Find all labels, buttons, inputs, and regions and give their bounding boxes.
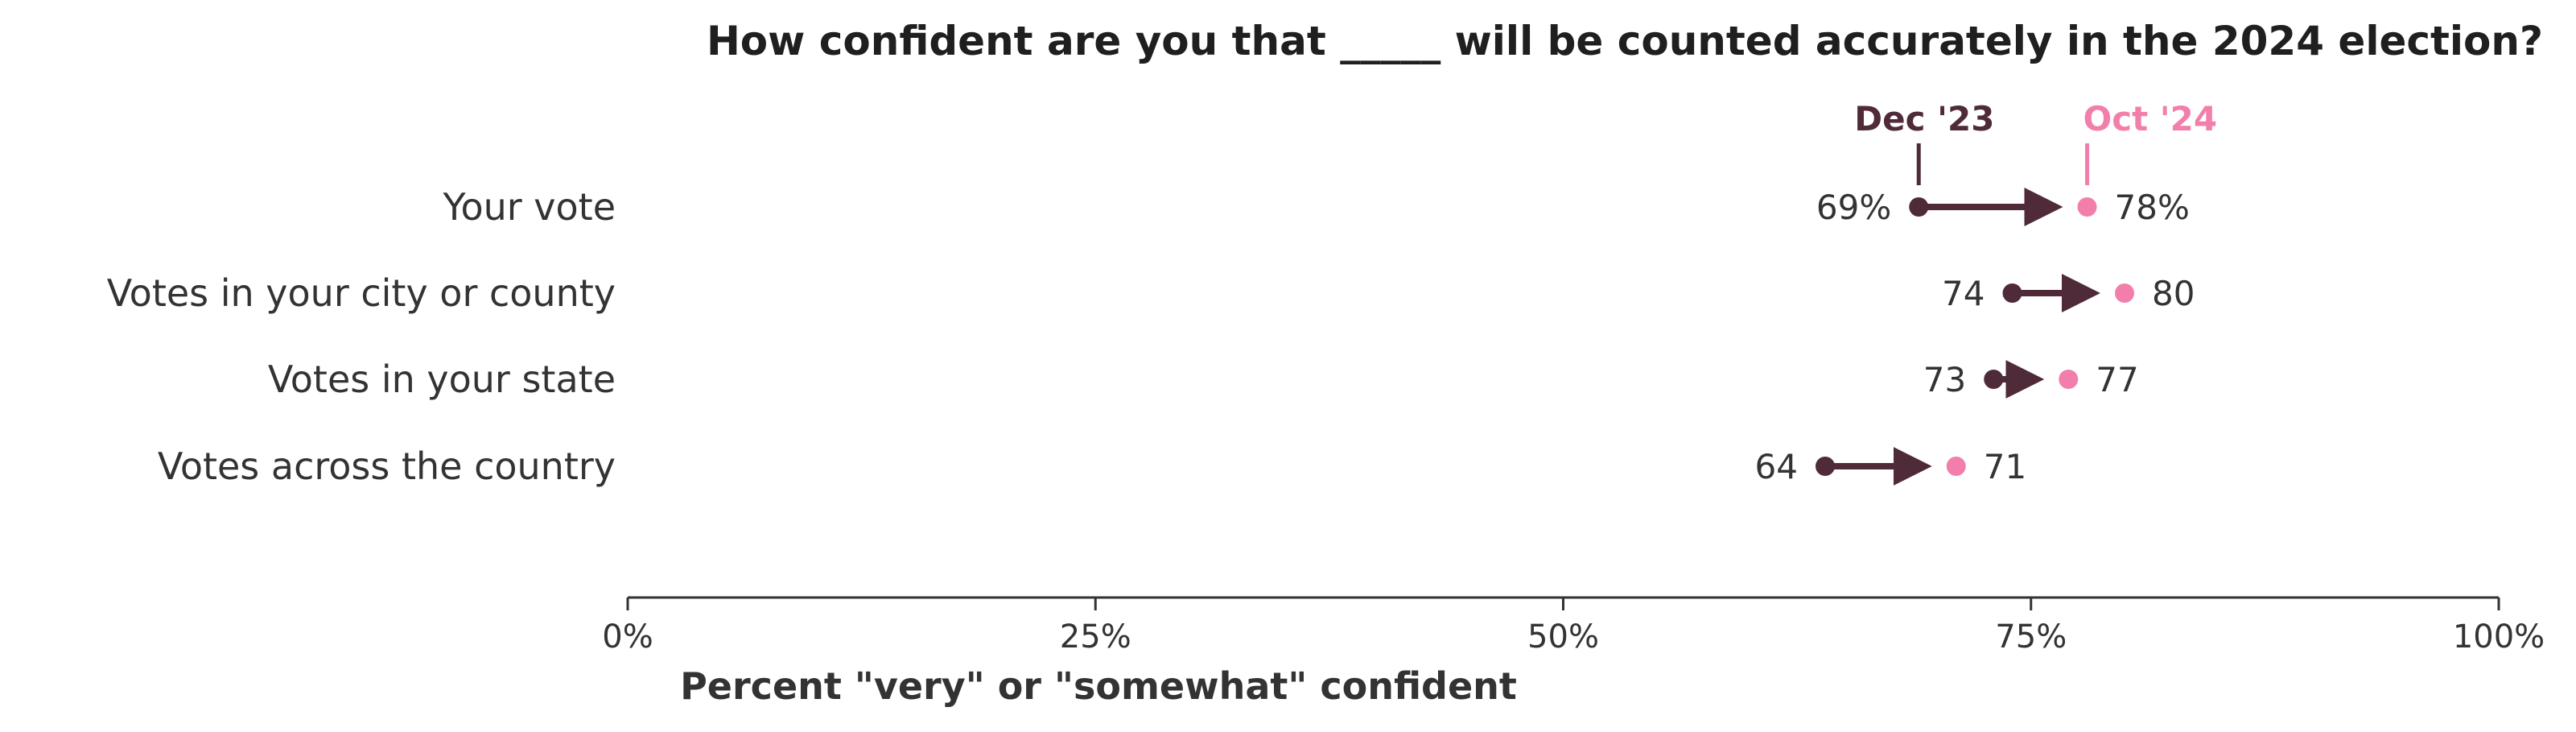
point-oct-24 bbox=[2077, 197, 2097, 217]
point-dec-23 bbox=[1984, 370, 2004, 389]
legend-label-oct-24: Oct '24 bbox=[2083, 99, 2218, 139]
point-oct-24 bbox=[2059, 370, 2079, 389]
value-label-start: 69% bbox=[1816, 188, 1891, 227]
category-label: Votes across the country bbox=[158, 445, 616, 488]
x-axis: 0% 25% 50% 75% 100% bbox=[602, 596, 2545, 655]
category-label: Your vote bbox=[442, 185, 616, 229]
x-tick-label: 75% bbox=[1995, 618, 2067, 655]
value-label-end: 78% bbox=[2115, 188, 2190, 227]
value-label-start: 74 bbox=[1942, 274, 1985, 313]
legend-label-dec-23: Dec '23 bbox=[1854, 99, 1994, 139]
category-label: Votes in your city or county bbox=[107, 271, 616, 315]
point-oct-24 bbox=[1946, 457, 1966, 476]
x-tick-label: 100% bbox=[2453, 618, 2545, 655]
value-label-end: 77 bbox=[2096, 360, 2138, 399]
x-tick-label: 0% bbox=[602, 618, 653, 655]
x-tick-label: 25% bbox=[1060, 618, 1131, 655]
legend: Dec '23 Oct '24 bbox=[1854, 99, 2217, 185]
plot-area: Your vote 69% 78% Votes in your city or cou… bbox=[107, 185, 2195, 488]
point-dec-23 bbox=[1909, 197, 1929, 217]
chart-row: Votes across the country 64 71 bbox=[158, 445, 2026, 488]
chart-title: How confident are you that _____ will be… bbox=[707, 18, 2543, 64]
category-label: Votes in your state bbox=[268, 358, 616, 401]
point-dec-23 bbox=[1816, 457, 1835, 476]
x-axis-label: Percent "very" or "somewhat" confident bbox=[680, 664, 1517, 708]
value-label-start: 64 bbox=[1755, 447, 1798, 486]
chart-row: Votes in your state 73 77 bbox=[268, 358, 2139, 401]
chart-row: Votes in your city or county 74 80 bbox=[107, 271, 2195, 315]
value-label-end: 80 bbox=[2152, 274, 2195, 313]
point-dec-23 bbox=[2002, 283, 2022, 303]
value-label-end: 71 bbox=[1984, 447, 2026, 486]
x-tick-label: 50% bbox=[1527, 618, 1599, 655]
point-oct-24 bbox=[2115, 283, 2134, 303]
value-label-start: 73 bbox=[1923, 360, 1966, 399]
chart-row: Your vote 69% 78% bbox=[442, 185, 2189, 229]
